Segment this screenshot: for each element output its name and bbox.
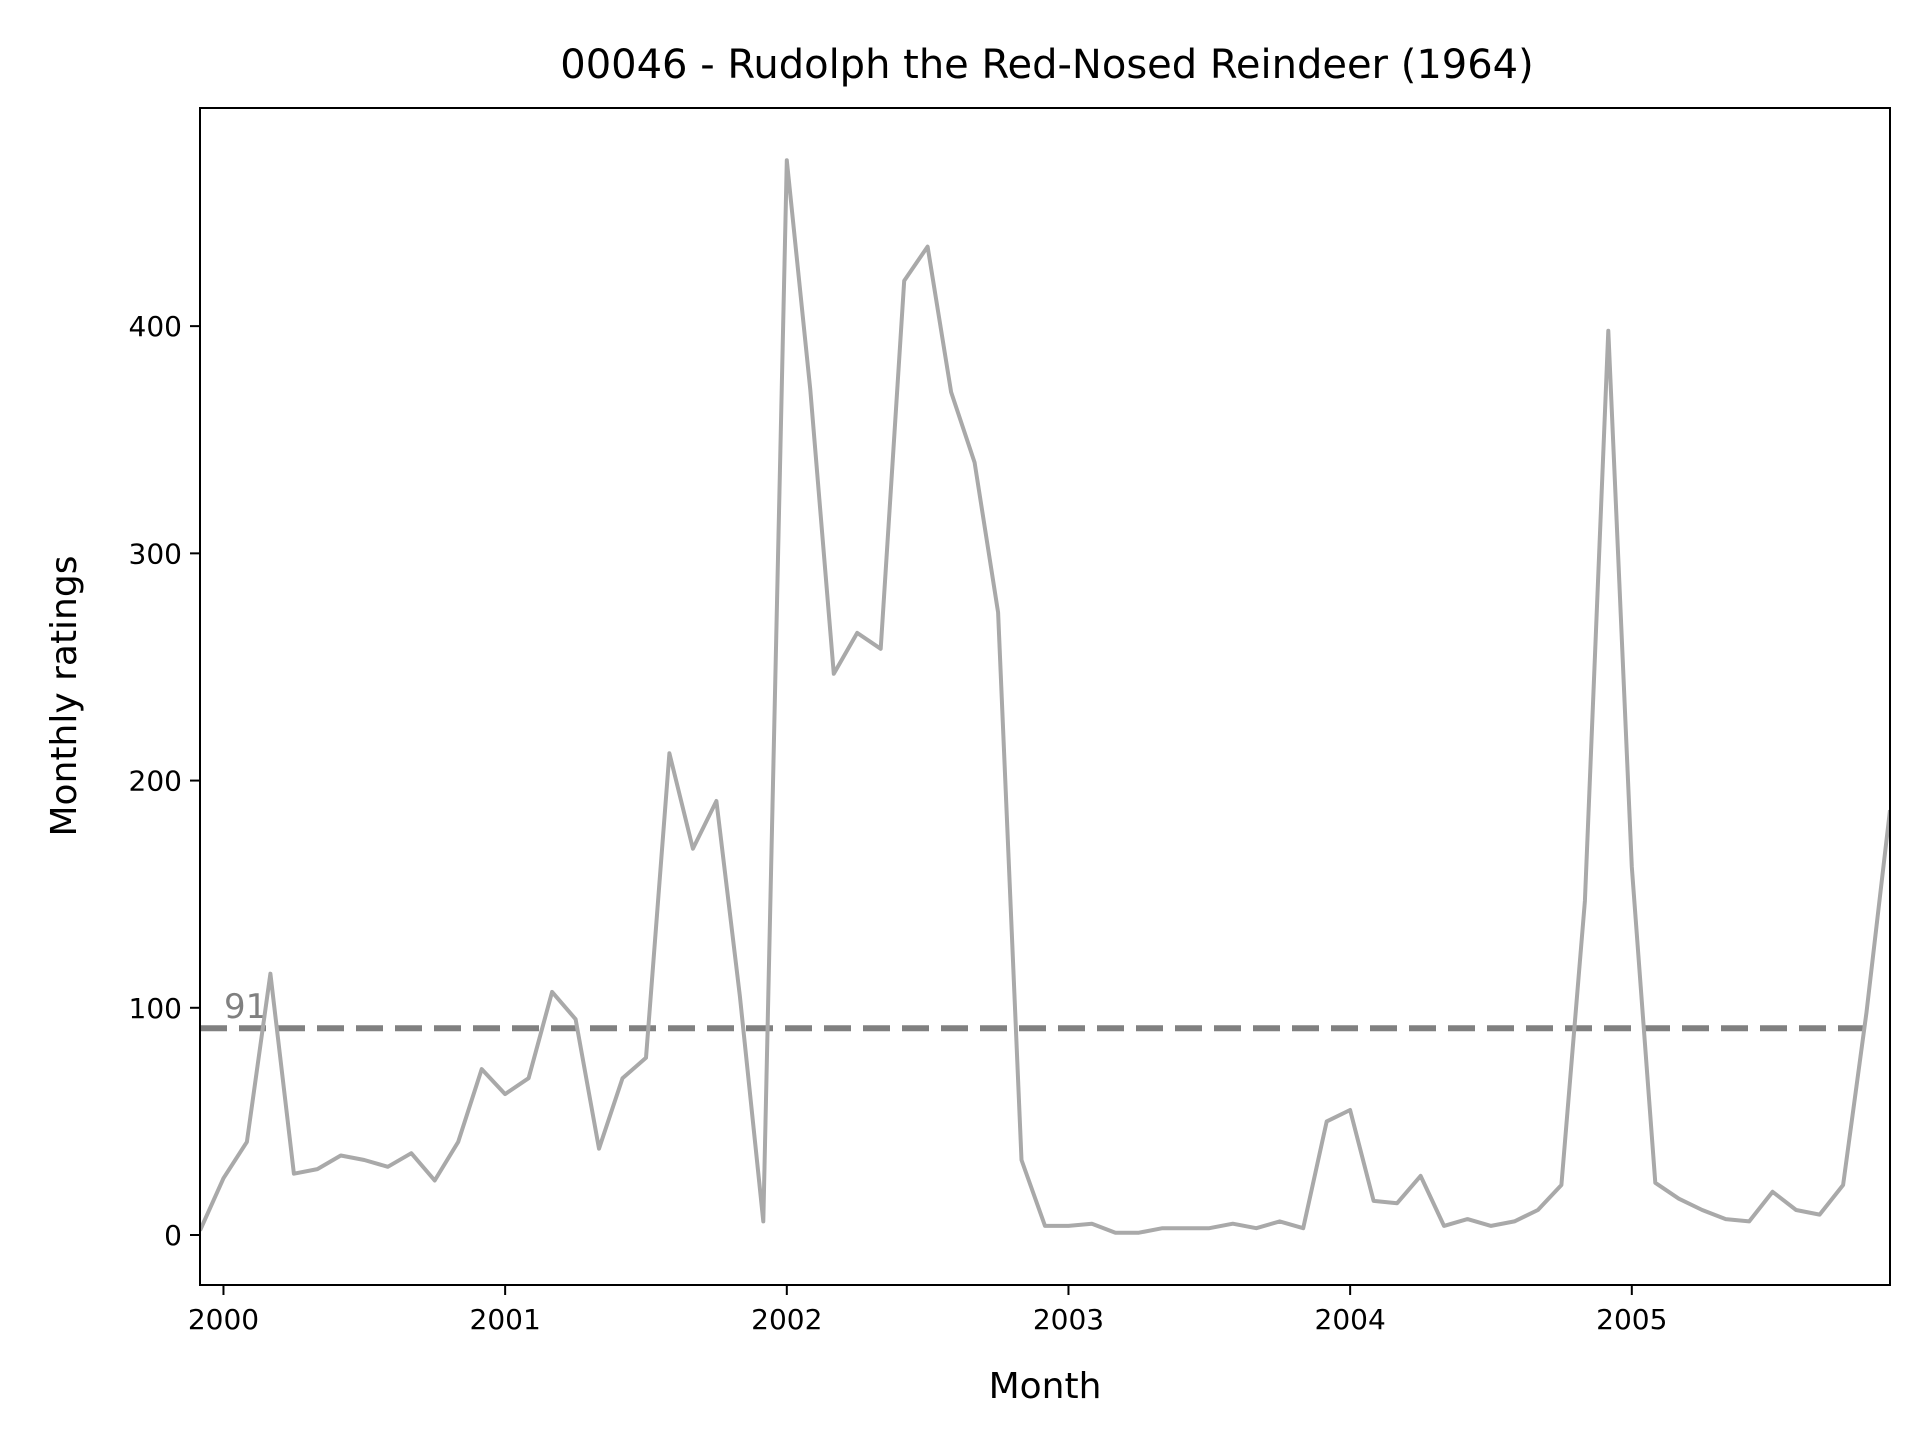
series-line	[200, 158, 1890, 1235]
plot-area: 91	[200, 158, 1890, 1235]
reference-line-label: 91	[224, 987, 267, 1027]
x-tick-label: 2000	[188, 1303, 259, 1336]
x-tick-label: 2002	[751, 1303, 822, 1336]
x-tick-label: 2004	[1315, 1303, 1386, 1336]
y-tick-label: 0	[164, 1219, 182, 1252]
chart-title: 00046 - Rudolph the Red-Nosed Reindeer (…	[560, 42, 1533, 88]
y-tick-label: 400	[129, 310, 182, 343]
x-axis-label: Month	[989, 1366, 1102, 1407]
x-tick-label: 2003	[1033, 1303, 1104, 1336]
y-tick-label: 100	[129, 992, 182, 1025]
x-axis: 2000 2001 2002 2003 2004 2005	[188, 1285, 1667, 1336]
plot-frame	[199, 107, 1891, 1286]
x-tick-label: 2001	[470, 1303, 541, 1336]
y-axis-label: Monthly ratings	[44, 556, 85, 837]
y-axis: 0 100 200 300 400	[129, 310, 200, 1252]
y-tick-label: 200	[129, 765, 182, 798]
x-tick-label: 2005	[1596, 1303, 1667, 1336]
y-tick-label: 300	[129, 537, 182, 570]
